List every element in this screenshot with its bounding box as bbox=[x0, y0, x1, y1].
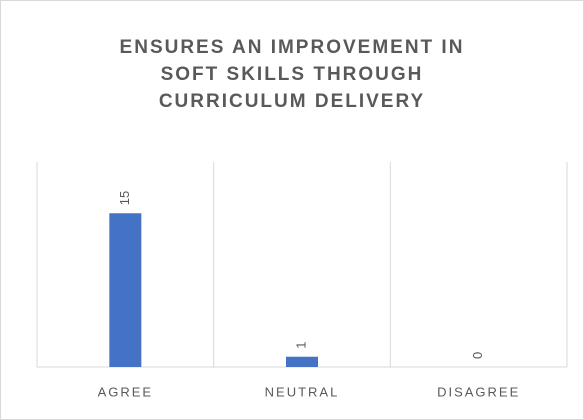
data-label: 1 bbox=[293, 342, 308, 349]
bar bbox=[286, 356, 318, 367]
x-tick-label: NEUTRAL bbox=[265, 384, 340, 399]
data-label: 15 bbox=[117, 191, 132, 205]
x-tick-label: AGREE bbox=[98, 384, 154, 399]
data-label: 0 bbox=[470, 352, 485, 359]
x-tick-label: DISAGREE bbox=[437, 384, 520, 399]
chart-title: ENSURES AN IMPROVEMENT IN SOFT SKILLS TH… bbox=[119, 37, 465, 112]
bar bbox=[109, 213, 142, 367]
